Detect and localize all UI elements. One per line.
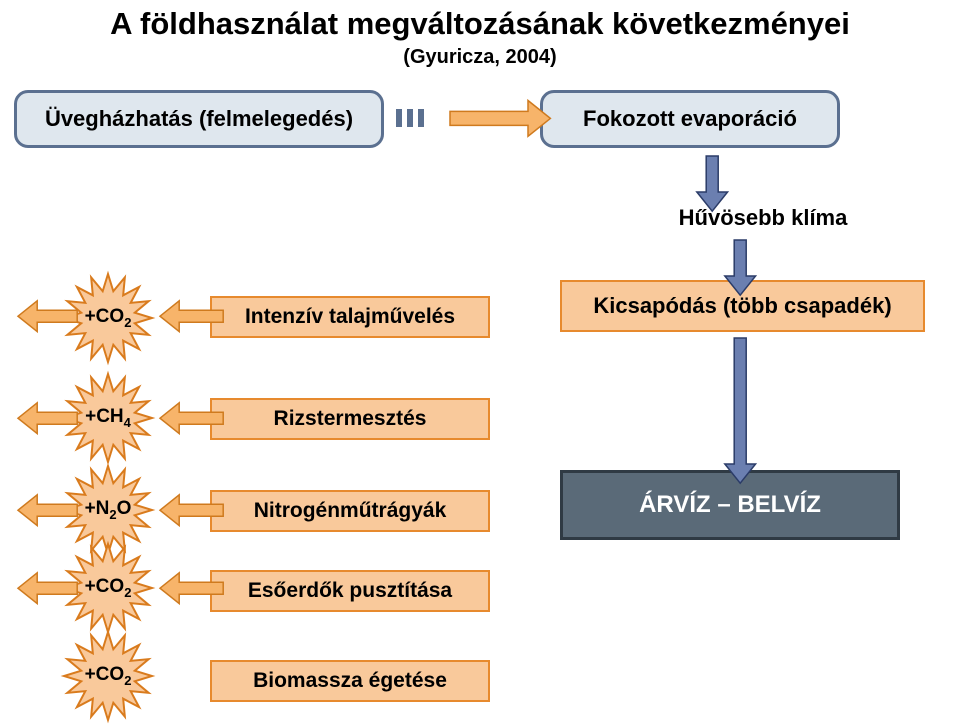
arrow-icon <box>721 238 759 297</box>
box-nitro: Nitrogénműtrágyák <box>210 490 490 532</box>
arrow-icon <box>16 569 79 607</box>
arrow-icon <box>721 336 759 485</box>
arrow-icon <box>158 491 225 529</box>
arrow-icon <box>158 297 225 335</box>
box-biomass: Biomassza égetése <box>210 660 490 702</box>
arrow-icon <box>448 96 552 141</box>
arrow-icon <box>693 154 731 213</box>
box-till: Intenzív talajművelés <box>210 296 490 338</box>
box-evap: Fokozott evaporáció <box>540 90 840 148</box>
box-rice: Rizstermesztés <box>210 398 490 440</box>
arrow-icon <box>158 399 225 437</box>
page-subtitle: (Gyuricza, 2004) <box>0 46 960 69</box>
label-cool: Hűvösebb klíma <box>648 198 878 238</box>
arrow-icon <box>16 297 79 335</box>
arrow-icon <box>158 569 225 607</box>
box-forest: Esőerdők pusztítása <box>210 570 490 612</box>
box-greenhouse: Üvegházhatás (felmelegedés) <box>14 90 384 148</box>
arrow-icon <box>16 399 79 437</box>
starburst-icon <box>59 627 157 725</box>
arrow-icon <box>16 491 79 529</box>
page-title: A földhasználat megváltozásának következ… <box>0 6 960 42</box>
dashes-icon <box>396 109 424 127</box>
